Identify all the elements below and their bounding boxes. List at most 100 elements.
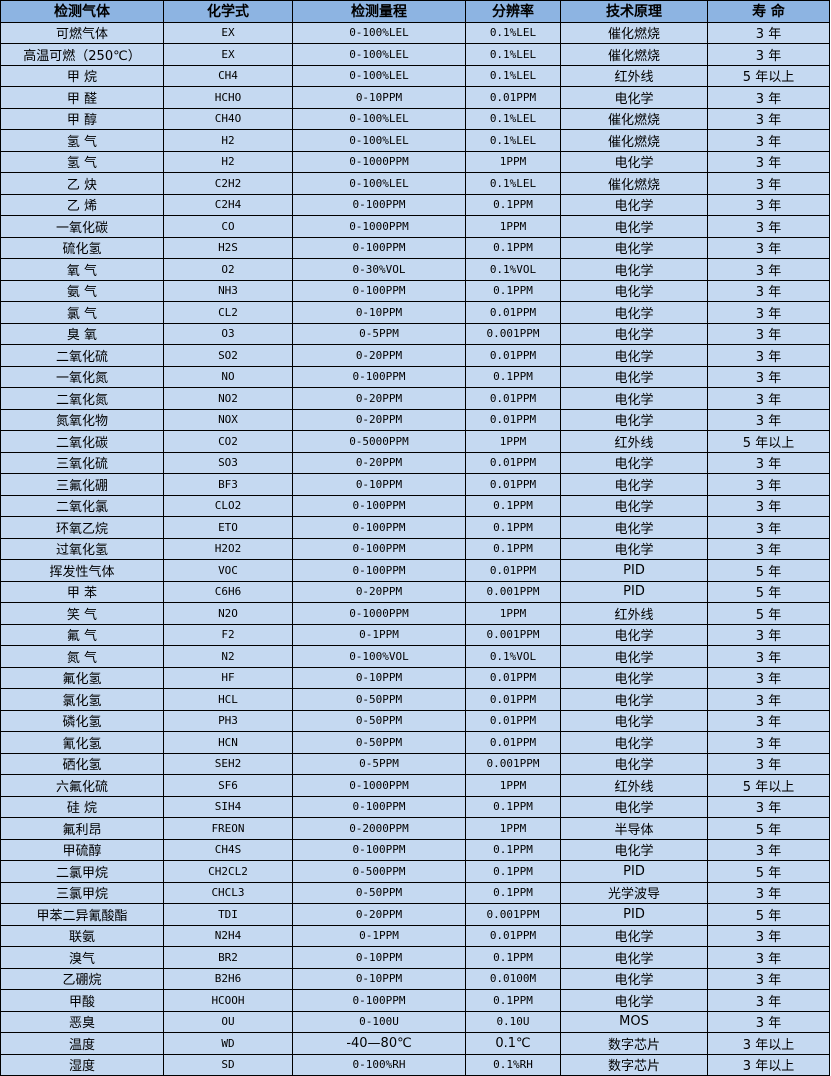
cell-principle: 电化学	[560, 150, 708, 173]
table-row: 甲 醛 HCHO 0-10PPM 0.01PPM 电化学 3 年	[0, 86, 830, 109]
cell-formula: HCHO	[163, 86, 293, 109]
cell-principle: 电化学	[560, 752, 708, 775]
table-row: 甲 烷 CH4 0-100%LEL 0.1%LEL 红外线 5 年以上	[0, 64, 830, 87]
cell-principle: 电化学	[560, 645, 708, 668]
cell-lifespan: 3 年	[707, 236, 830, 259]
cell-resolution: 1PPM	[465, 817, 561, 840]
cell-lifespan: 3 年	[707, 924, 830, 947]
cell-principle: 电化学	[560, 838, 708, 861]
cell-resolution: 0.1PPM	[465, 989, 561, 1012]
cell-range: 0-100%LEL	[292, 129, 466, 152]
cell-principle: 数字芯片	[560, 1053, 708, 1076]
cell-resolution: 0.01PPM	[465, 86, 561, 109]
cell-formula: F2	[163, 623, 293, 646]
cell-range: 0-20PPM	[292, 344, 466, 367]
cell-gas-name: 三氟化硼	[0, 473, 164, 496]
cell-resolution: 0.1%LEL	[465, 107, 561, 130]
cell-principle: 电化学	[560, 989, 708, 1012]
cell-formula: O3	[163, 322, 293, 345]
cell-lifespan: 5 年以上	[707, 64, 830, 87]
cell-lifespan: 5 年	[707, 559, 830, 582]
cell-lifespan: 3 年	[707, 666, 830, 689]
cell-range: 0-100PPM	[292, 516, 466, 539]
table-row: 乙硼烷 B2H6 0-10PPM 0.0100M 电化学 3 年	[0, 967, 830, 990]
table-row: 二氧化氮 NO2 0-20PPM 0.01PPM 电化学 3 年	[0, 387, 830, 410]
cell-gas-name: 氢 气	[0, 150, 164, 173]
cell-resolution: 0.1PPM	[465, 946, 561, 969]
cell-range: 0-5PPM	[292, 322, 466, 345]
cell-formula: CHCL3	[163, 881, 293, 904]
cell-range: 0-100PPM	[292, 365, 466, 388]
table-row: 溴气 BR2 0-10PPM 0.1PPM 电化学 3 年	[0, 946, 830, 969]
cell-lifespan: 3 年	[707, 129, 830, 152]
cell-formula: OU	[163, 1010, 293, 1033]
column-header-formula: 化学式	[163, 0, 293, 23]
cell-lifespan: 5 年	[707, 817, 830, 840]
cell-range: 0-1PPM	[292, 924, 466, 947]
cell-range: 0-20PPM	[292, 451, 466, 474]
cell-principle: 催化燃烧	[560, 43, 708, 66]
table-row: 氯化氢 HCL 0-50PPM 0.01PPM 电化学 3 年	[0, 688, 830, 711]
cell-lifespan: 3 年	[707, 279, 830, 302]
cell-resolution: 0.1PPM	[465, 795, 561, 818]
cell-formula: BF3	[163, 473, 293, 496]
cell-formula: NH3	[163, 279, 293, 302]
cell-resolution: 0.01PPM	[465, 709, 561, 732]
cell-resolution: 0.001PPM	[465, 322, 561, 345]
cell-lifespan: 3 年以上	[707, 1053, 830, 1076]
cell-resolution: 0.0100M	[465, 967, 561, 990]
cell-principle: 电化学	[560, 709, 708, 732]
cell-gas-name: 二氧化氯	[0, 494, 164, 517]
table-row: 笑 气 N2O 0-1000PPM 1PPM 红外线 5 年	[0, 602, 830, 625]
table-row: 氮 气 N2 0-100%VOL 0.1%VOL 电化学 3 年	[0, 645, 830, 668]
table-row: 硒化氢 SEH2 0-5PPM 0.001PPM 电化学 3 年	[0, 752, 830, 775]
cell-formula: SO2	[163, 344, 293, 367]
cell-principle: 电化学	[560, 473, 708, 496]
cell-resolution: 0.1PPM	[465, 365, 561, 388]
cell-gas-name: 可燃气体	[0, 21, 164, 44]
cell-principle: 电化学	[560, 365, 708, 388]
cell-resolution: 1PPM	[465, 215, 561, 238]
cell-gas-name: 六氟化硫	[0, 774, 164, 797]
cell-principle: 电化学	[560, 666, 708, 689]
cell-gas-name: 甲 苯	[0, 580, 164, 603]
cell-range: 0-10PPM	[292, 967, 466, 990]
cell-principle: 电化学	[560, 236, 708, 259]
cell-gas-name: 高温可燃（250℃）	[0, 43, 164, 66]
cell-range: 0-20PPM	[292, 387, 466, 410]
cell-principle: 电化学	[560, 344, 708, 367]
cell-formula: WD	[163, 1032, 293, 1055]
cell-principle: PID	[560, 580, 708, 603]
cell-resolution: 0.001PPM	[465, 903, 561, 926]
cell-formula: TDI	[163, 903, 293, 926]
cell-formula: CO	[163, 215, 293, 238]
cell-formula: SF6	[163, 774, 293, 797]
cell-range: 0-20PPM	[292, 408, 466, 431]
cell-formula: HF	[163, 666, 293, 689]
cell-formula: C2H2	[163, 172, 293, 195]
cell-principle: 电化学	[560, 387, 708, 410]
table-row: 二氧化碳 CO2 0-5000PPM 1PPM 红外线 5 年以上	[0, 430, 830, 453]
cell-formula: FREON	[163, 817, 293, 840]
cell-range: 0-100PPM	[292, 989, 466, 1012]
cell-resolution: 0.01PPM	[465, 559, 561, 582]
cell-formula: CH2CL2	[163, 860, 293, 883]
cell-principle: 电化学	[560, 967, 708, 990]
table-row: 甲苯二异氰酸酯 TDI 0-20PPM 0.001PPM PID 5 年	[0, 903, 830, 926]
cell-formula: EX	[163, 21, 293, 44]
cell-range: 0-20PPM	[292, 580, 466, 603]
cell-formula: PH3	[163, 709, 293, 732]
cell-principle: 电化学	[560, 494, 708, 517]
cell-resolution: 0.1PPM	[465, 494, 561, 517]
cell-resolution: 1PPM	[465, 150, 561, 173]
cell-range: 0-1000PPM	[292, 774, 466, 797]
cell-lifespan: 3 年	[707, 451, 830, 474]
cell-lifespan: 3 年	[707, 494, 830, 517]
cell-principle: 电化学	[560, 731, 708, 754]
cell-principle: 电化学	[560, 623, 708, 646]
cell-resolution: 0.1PPM	[465, 537, 561, 560]
table-row: 乙 烯 C2H4 0-100PPM 0.1PPM 电化学 3 年	[0, 193, 830, 216]
cell-lifespan: 3 年	[707, 215, 830, 238]
cell-principle: 光学波导	[560, 881, 708, 904]
